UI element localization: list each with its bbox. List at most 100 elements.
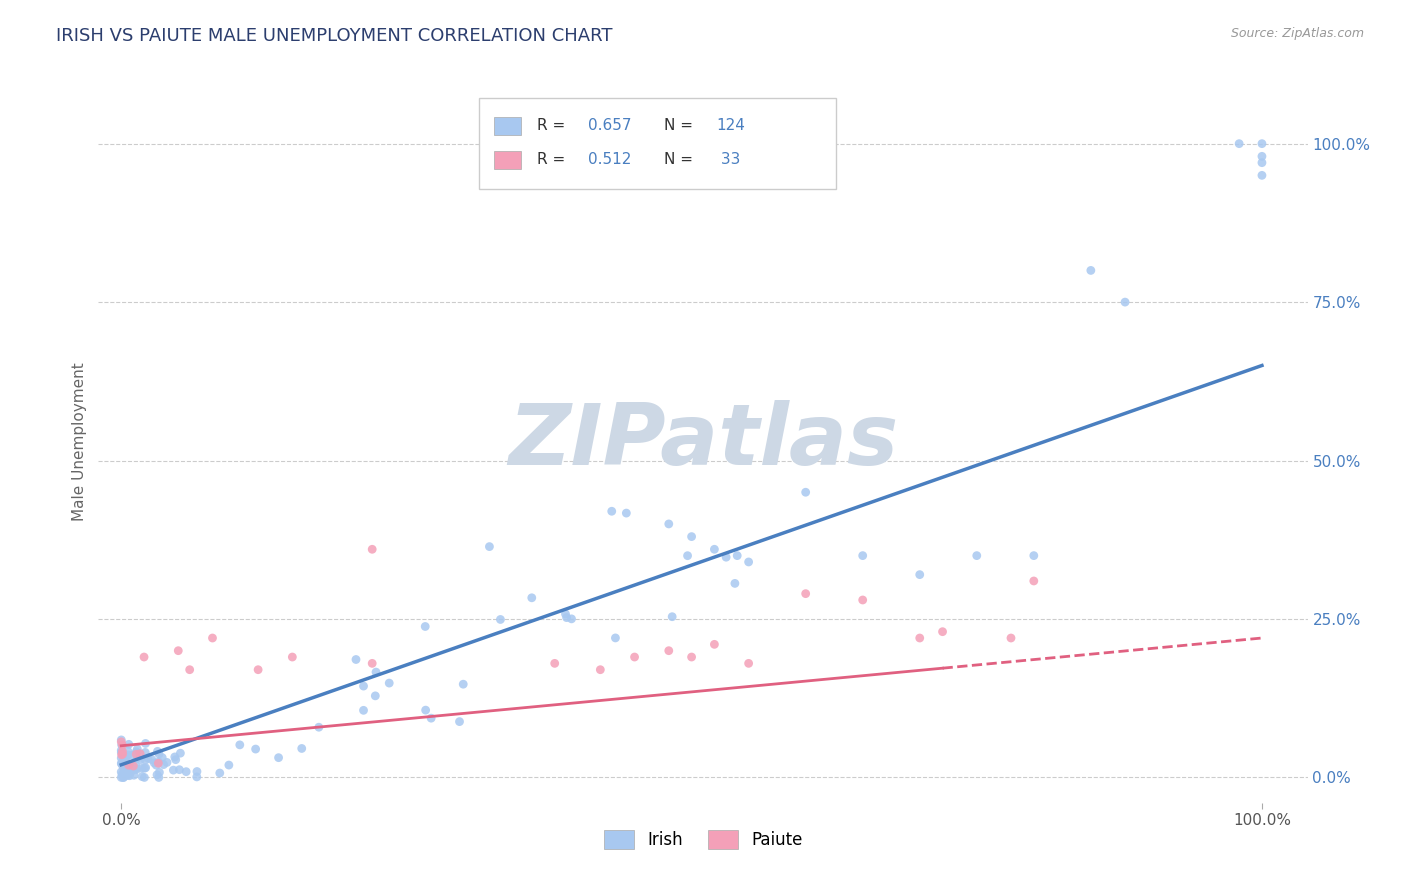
Point [134,761,156,775]
Point [737,657,759,671]
Point [114,758,136,772]
Point [361,657,384,671]
Point [122,759,145,773]
Point [520,591,543,605]
Point [112,751,135,765]
Point [115,755,138,769]
FancyBboxPatch shape [494,151,522,169]
Point [117,756,139,771]
Point [1000,631,1022,645]
Point [110,735,132,749]
Point [131,770,153,784]
Point [353,703,375,717]
Point [605,631,627,645]
Point [478,540,501,554]
Point [112,771,135,785]
Point [714,550,737,565]
Point [724,576,747,591]
Point [156,756,179,770]
Point [122,768,145,782]
Point [208,766,231,780]
Point [229,738,252,752]
Point [111,759,134,773]
Point [908,631,931,645]
Point [623,650,645,665]
Point [794,587,817,601]
Point [110,764,132,779]
Point [725,549,748,563]
Point [163,750,186,764]
Point [165,753,187,767]
Point [134,746,156,760]
Point [179,663,201,677]
Point [353,679,375,693]
Point [737,555,759,569]
Point [676,549,699,563]
Text: R =: R = [537,119,571,133]
Point [143,756,166,770]
Point [852,549,875,563]
Point [413,619,436,633]
Point [131,761,153,775]
Point [141,753,163,767]
Point [111,754,134,768]
Point [118,758,141,772]
FancyBboxPatch shape [479,98,837,189]
Point [703,542,725,557]
Point [364,689,387,703]
Point [134,753,156,767]
Point [125,747,148,762]
Point [125,745,148,759]
Point [132,650,155,665]
Point [308,720,330,734]
Text: ZIPatlas: ZIPatlas [508,400,898,483]
Point [124,762,146,776]
FancyBboxPatch shape [494,117,522,135]
Point [111,767,134,781]
Point [148,756,170,771]
Point [162,763,184,777]
Point [112,771,135,785]
Point [600,504,623,518]
Point [110,747,132,762]
Point [150,750,173,764]
Point [1251,155,1274,169]
Point [703,637,725,651]
Point [111,738,134,752]
Point [118,769,141,783]
Point [267,750,290,764]
Point [148,747,170,761]
Point [112,759,135,773]
Text: N =: N = [664,153,699,168]
Point [1114,295,1136,310]
Point [125,763,148,777]
Text: N =: N = [664,119,699,133]
Point [146,744,169,758]
Point [931,624,953,639]
Point [117,766,139,780]
Point [908,567,931,582]
Point [135,761,157,775]
Point [420,711,443,725]
Point [186,770,208,784]
Point [110,771,132,785]
Point [117,765,139,780]
Point [114,767,136,781]
Y-axis label: Male Unemployment: Male Unemployment [72,362,87,521]
Point [110,756,132,771]
Point [148,765,170,780]
Point [110,743,132,757]
Point [344,652,367,666]
Point [281,650,304,665]
Point [554,607,576,621]
Point [111,744,134,758]
Point [1227,136,1250,151]
Point [658,516,681,531]
Point [148,771,170,785]
Point [127,742,149,756]
Point [146,768,169,782]
Point [451,677,474,691]
Point [681,650,703,665]
Text: 0.512: 0.512 [588,153,631,168]
Point [129,753,152,767]
